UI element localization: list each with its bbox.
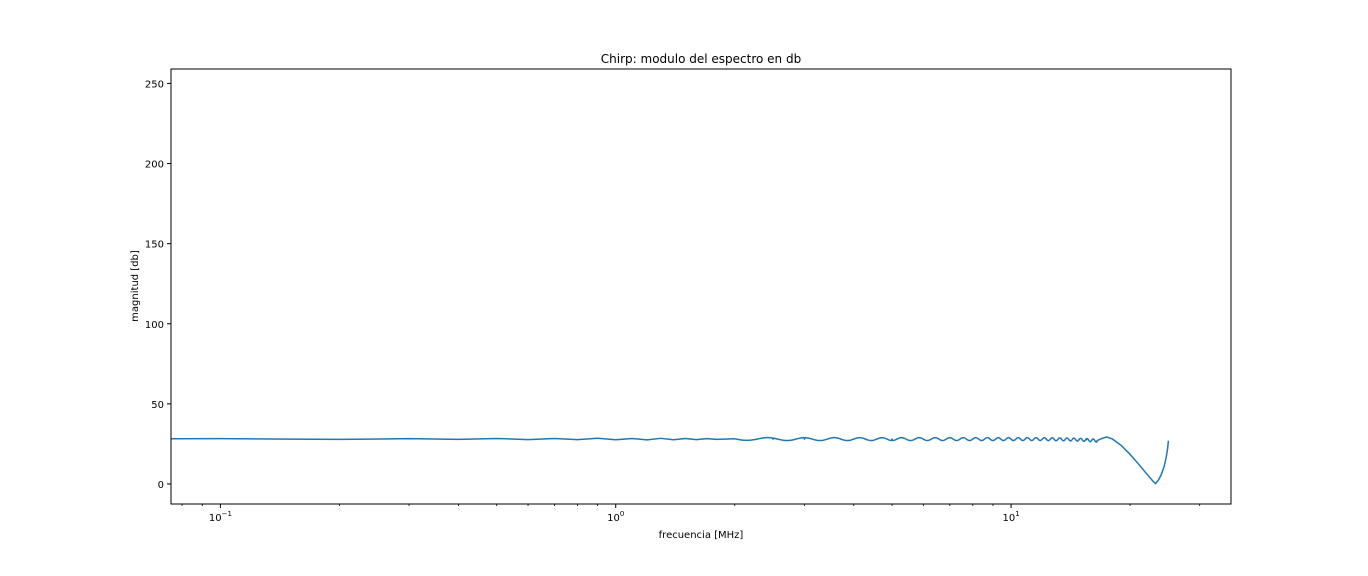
y-tick-label: 0 [158, 480, 164, 491]
y-tick-label: 100 [145, 320, 164, 331]
y-tick-label: 50 [151, 400, 164, 411]
y-tick-label: 200 [145, 160, 164, 171]
plot-area [170, 68, 1232, 505]
x-tick-label: 10−1 [209, 510, 232, 524]
x-axis-ticks: 10−1 100 101 [181, 504, 1201, 524]
chart-title: Chirp: modulo del espectro en db [601, 52, 801, 66]
series-layer [170, 436, 1170, 485]
y-tick-label: 150 [145, 240, 164, 251]
spectrum-line [170, 436, 1170, 485]
x-tick-label: 101 [1002, 510, 1019, 524]
x-tick-label: 100 [607, 510, 624, 524]
axes-frame [170, 68, 1232, 505]
x-axis-label: frecuencia [MHz] [659, 530, 744, 541]
y-axis-label: magnitud [db] [130, 250, 141, 322]
y-tick-label: 250 [145, 79, 164, 90]
y-axis-ticks: 0 50 100 150 200 250 [145, 79, 171, 491]
